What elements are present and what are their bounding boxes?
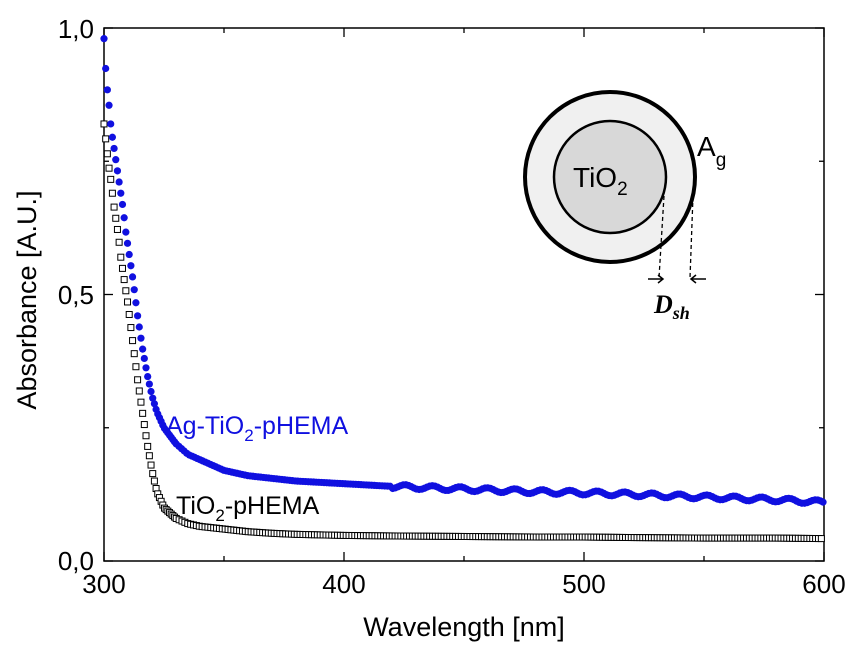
data-point-tio2-phema [150,477,158,485]
series-tio2-phema [100,120,825,543]
data-point-ag-tio2-phema [107,120,115,128]
data-point-ag-tio2-phema [118,200,127,209]
data-point-tio2-phema [112,214,120,222]
data-point-tio2-phema [142,432,150,440]
data-point-tio2-phema [137,398,145,406]
data-point-ag-tio2-phema [117,189,125,197]
x-tick-label: 500 [562,569,605,599]
data-point-ag-tio2-phema [110,144,118,153]
data-point-tio2-phema [105,164,113,172]
data-point-ag-tio2-phema [125,250,133,259]
data-point-tio2-phema [118,264,126,272]
data-point-tio2-phema [134,376,142,384]
data-point-ag-tio2-phema [139,345,147,353]
data-point-ag-tio2-phema [150,400,158,408]
data-point-ag-tio2-phema [142,364,150,372]
data-point-tio2-phema [102,135,110,143]
series-ag-tio2-phema [100,35,827,507]
data-point-ag-tio2-phema [123,239,132,247]
data-point-ag-tio2-phema [102,64,110,73]
data-point-ag-tio2-phema [112,156,120,164]
data-point-tio2-phema [120,276,128,284]
y-tick-labels: 0,0 0,5 1,0 [58,14,94,576]
data-point-tio2-phema [145,452,153,460]
data-point-tio2-phema [144,442,152,450]
data-point-tio2-phema [107,175,115,183]
core-shell-inset: TiO2 Ag Dsh [523,90,726,323]
y-tick-label: 1,0 [58,14,94,44]
data-point-ag-tio2-phema [113,167,122,175]
y-tick-label: 0,5 [58,280,94,310]
data-point-ag-tio2-phema [132,299,140,307]
data-point-ag-tio2-phema [134,312,142,320]
data-point-ag-tio2-phema [128,273,137,281]
data-point-tio2-phema [817,535,825,543]
data-point-tio2-phema [115,238,123,246]
series-label-ag-tio2-phema: Ag-TiO2-pHEMA [166,412,349,445]
data-point-tio2-phema [108,189,116,197]
core-label: TiO2 [573,162,628,200]
data-point-ag-tio2-phema [105,101,113,109]
data-point-ag-tio2-phema [130,286,138,294]
data-point-ag-tio2-phema [100,35,108,43]
x-axis-title: Wavelength [nm] [363,612,565,642]
data-point-tio2-phema [110,203,118,211]
y-tick-label: 0,0 [58,546,94,576]
data-point-tio2-phema [132,363,140,371]
data-point-ag-tio2-phema [135,323,143,331]
data-point-ag-tio2-phema [819,498,827,506]
core-circle [552,119,668,235]
data-point-ag-tio2-phema [127,262,135,270]
data-point-tio2-phema [147,461,155,469]
data-point-ag-tio2-phema [122,228,130,236]
data-point-tio2-phema [103,150,111,158]
x-tick-labels: 300 400 500 600 [82,569,845,599]
plot-frame [103,27,825,562]
data-point-ag-tio2-phema [120,214,128,222]
axis-ticks [103,27,825,562]
x-tick-label: 300 [82,569,125,599]
data-point-ag-tio2-phema [103,86,111,94]
dim-arrow-left [648,274,665,284]
data-point-tio2-phema [149,470,157,478]
data-point-ag-tio2-phema [144,372,152,381]
data-point-tio2-phema [140,421,148,429]
data-point-ag-tio2-phema [137,334,145,342]
shell-label: Ag [697,131,726,171]
x-tick-label: 600 [802,569,845,599]
data-point-ag-tio2-phema [145,380,153,388]
data-point-tio2-phema [130,350,138,358]
data-point-ag-tio2-phema [140,354,148,363]
y-axis-title: Absorbance [A.U.] [12,190,42,409]
data-point-ag-tio2-phema [147,387,155,396]
data-point-tio2-phema [129,337,137,345]
series-label-tio2-phema: TiO2-pHEMA [176,492,320,525]
dim-arrow-right [689,274,706,284]
data-point-tio2-phema [122,287,130,295]
data-point-tio2-phema [117,253,125,261]
x-tick-label: 400 [322,569,365,599]
data-point-ag-tio2-phema [149,394,157,402]
data-point-ag-tio2-phema [108,133,116,141]
data-point-tio2-phema [135,387,143,395]
data-point-tio2-phema [124,298,132,306]
data-point-tio2-phema [100,120,108,128]
data-point-tio2-phema [139,409,147,417]
data-point-tio2-phema [125,310,133,318]
data-point-tio2-phema [127,324,135,332]
data-point-ag-tio2-phema [115,178,123,186]
data-point-tio2-phema [113,225,121,233]
shell-thickness-label: Dsh [653,290,690,323]
